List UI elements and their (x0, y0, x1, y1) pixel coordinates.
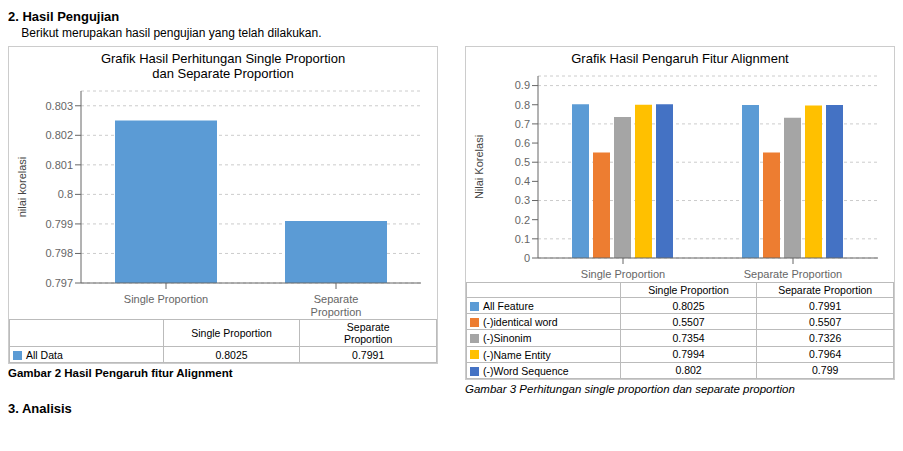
html-text:(-)Word Sequence: (-)Word Sequence (483, 365, 569, 378)
svg-text:0.4: 0.4 (515, 175, 530, 187)
svg-text:0.3: 0.3 (515, 194, 530, 206)
html-text:Gambar 2 Hasil Pengaruh fitur: Gambar 2 Hasil Pengaruh fitur Alignment (8, 367, 233, 380)
svg-text:Separate Proportion: Separate Proportion (744, 268, 842, 280)
html-text:0.799: 0.799 (812, 364, 839, 377)
svg-text:0.5: 0.5 (515, 156, 530, 168)
svg-text:Single Proportion: Single Proportion (124, 293, 208, 305)
html-text:(-)identical word: (-)identical word (483, 316, 558, 329)
svg-text:nilai korelasi: nilai korelasi (16, 157, 28, 218)
html-text:0.7991: 0.7991 (809, 299, 842, 312)
html-text:Single Proportion: Single Proportion (648, 284, 729, 296)
html-text:0.5507: 0.5507 (809, 315, 842, 328)
svg-text:0.1: 0.1 (515, 233, 530, 245)
svg-text:0.803: 0.803 (45, 100, 73, 112)
svg-text:0.8: 0.8 (58, 188, 73, 200)
html-text:(-)Name Entity: (-)Name Entity (483, 348, 551, 361)
html-text:Grafik Hasil Pengaruh Fitur Al: Grafik Hasil Pengaruh Fitur Alignment (571, 51, 789, 66)
html-text:All Data: All Data (26, 349, 63, 362)
html-text:dan Separate Proportion: dan Separate Proportion (152, 66, 294, 81)
svg-text:0.9: 0.9 (515, 79, 530, 91)
svg-text:0.7: 0.7 (515, 118, 530, 130)
html-text:0.8025: 0.8025 (672, 299, 705, 312)
svg-text:0.798: 0.798 (45, 247, 73, 259)
svg-text:0.8: 0.8 (515, 99, 530, 111)
svg-text:0: 0 (524, 252, 530, 264)
html-text:0.7991: 0.7991 (352, 348, 385, 361)
html-text:Separate Proportion: Separate Proportion (778, 284, 873, 296)
svg-text:0.2: 0.2 (515, 214, 530, 226)
svg-text:0.802: 0.802 (45, 129, 73, 141)
html-text:All Feature: All Feature (483, 300, 534, 313)
html-text:Grafik Hasil Perhitungan Singl: Grafik Hasil Perhitungan Single Proporti… (100, 51, 346, 66)
html-text:0.7994: 0.7994 (672, 348, 705, 361)
html-text:0.802: 0.802 (675, 364, 702, 377)
svg-text:0.797: 0.797 (45, 277, 73, 289)
svg-text:SeparateProportion: SeparateProportion (311, 293, 362, 318)
svg-text:0.801: 0.801 (45, 159, 73, 171)
html-text:0.7964: 0.7964 (809, 348, 842, 361)
html-text:0.8025: 0.8025 (215, 348, 248, 361)
html-text:3. Analisis: 3. Analisis (8, 401, 72, 417)
svg-text:Nilai Korelasi: Nilai Korelasi (473, 135, 485, 199)
html-text:0.7326: 0.7326 (809, 332, 842, 344)
svg-text:Single Proportion: Single Proportion (581, 268, 665, 280)
html-text:Separate Proportion: Separate Proportion (343, 321, 393, 345)
html-text:0.7354: 0.7354 (672, 332, 705, 344)
html-text:0.5507: 0.5507 (672, 315, 705, 328)
svg-text:0.6: 0.6 (515, 137, 530, 149)
html-text:(-)Sinonim: (-)Sinonim (483, 332, 532, 345)
html-text:Single Proportion: Single Proportion (191, 327, 272, 339)
html-text:Berikut merupakan hasil penguj: Berikut merupakan hasil pengujian yang t… (8, 26, 322, 40)
html-text:Gambar 3 Perhitungan single pr: Gambar 3 Perhitungan single proportion d… (465, 383, 795, 396)
svg-text:0.799: 0.799 (45, 218, 73, 230)
html-text:2. Hasil Pengujian: 2. Hasil Pengujian (8, 9, 120, 24)
